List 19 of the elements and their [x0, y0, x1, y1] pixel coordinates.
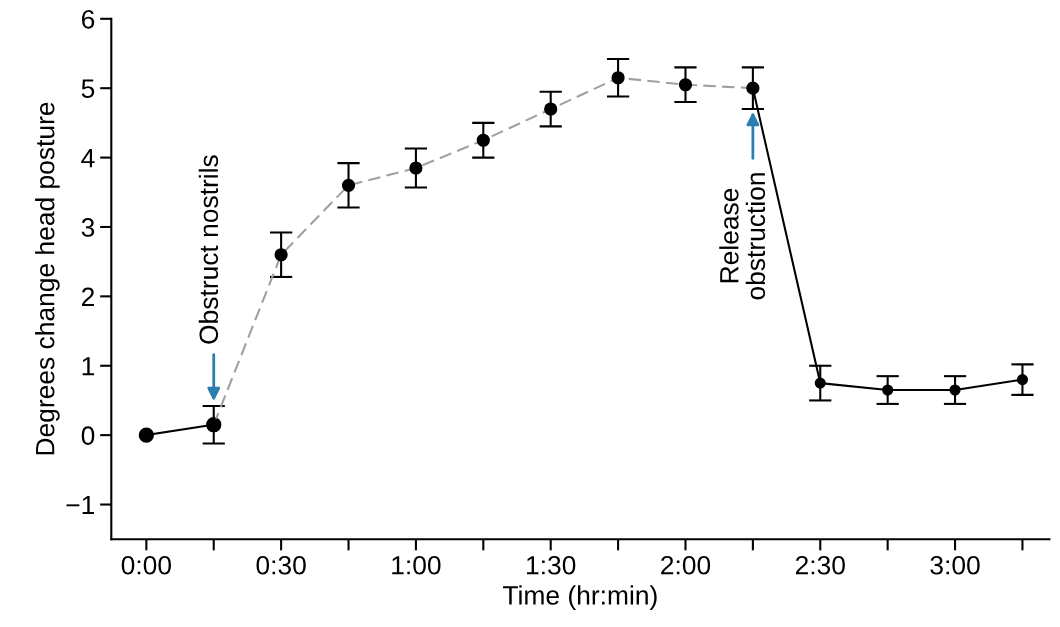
annotation: Obstruct nostrils — [198, 155, 219, 344]
y-tick-label: 4 — [81, 148, 95, 168]
x-tick-label: 2:30 — [795, 555, 845, 575]
x-tick-label: 0:00 — [121, 555, 171, 575]
y-tick-label: 3 — [81, 218, 95, 237]
x-axis-title: Time (hr:min) — [503, 585, 657, 610]
x-tick-label: 2:00 — [661, 555, 711, 575]
y-tick-label: 0 — [81, 426, 95, 445]
x-tick-label: 3:00 — [930, 555, 980, 575]
y-axis-title: Degrees change head posture — [35, 102, 60, 455]
y-tick-label: 5 — [81, 79, 95, 99]
y-tick-label: 6 — [81, 9, 95, 29]
x-tick-label: 0:30 — [256, 555, 306, 575]
y-tick-label: −1 — [66, 495, 95, 515]
x-tick-label: 1:00 — [392, 555, 441, 575]
y-tick-label: 2 — [81, 287, 94, 306]
x-tick-label: 1:30 — [527, 555, 576, 575]
y-tick-label: 1 — [82, 357, 95, 376]
annotation: Release obstruction — [719, 173, 766, 300]
